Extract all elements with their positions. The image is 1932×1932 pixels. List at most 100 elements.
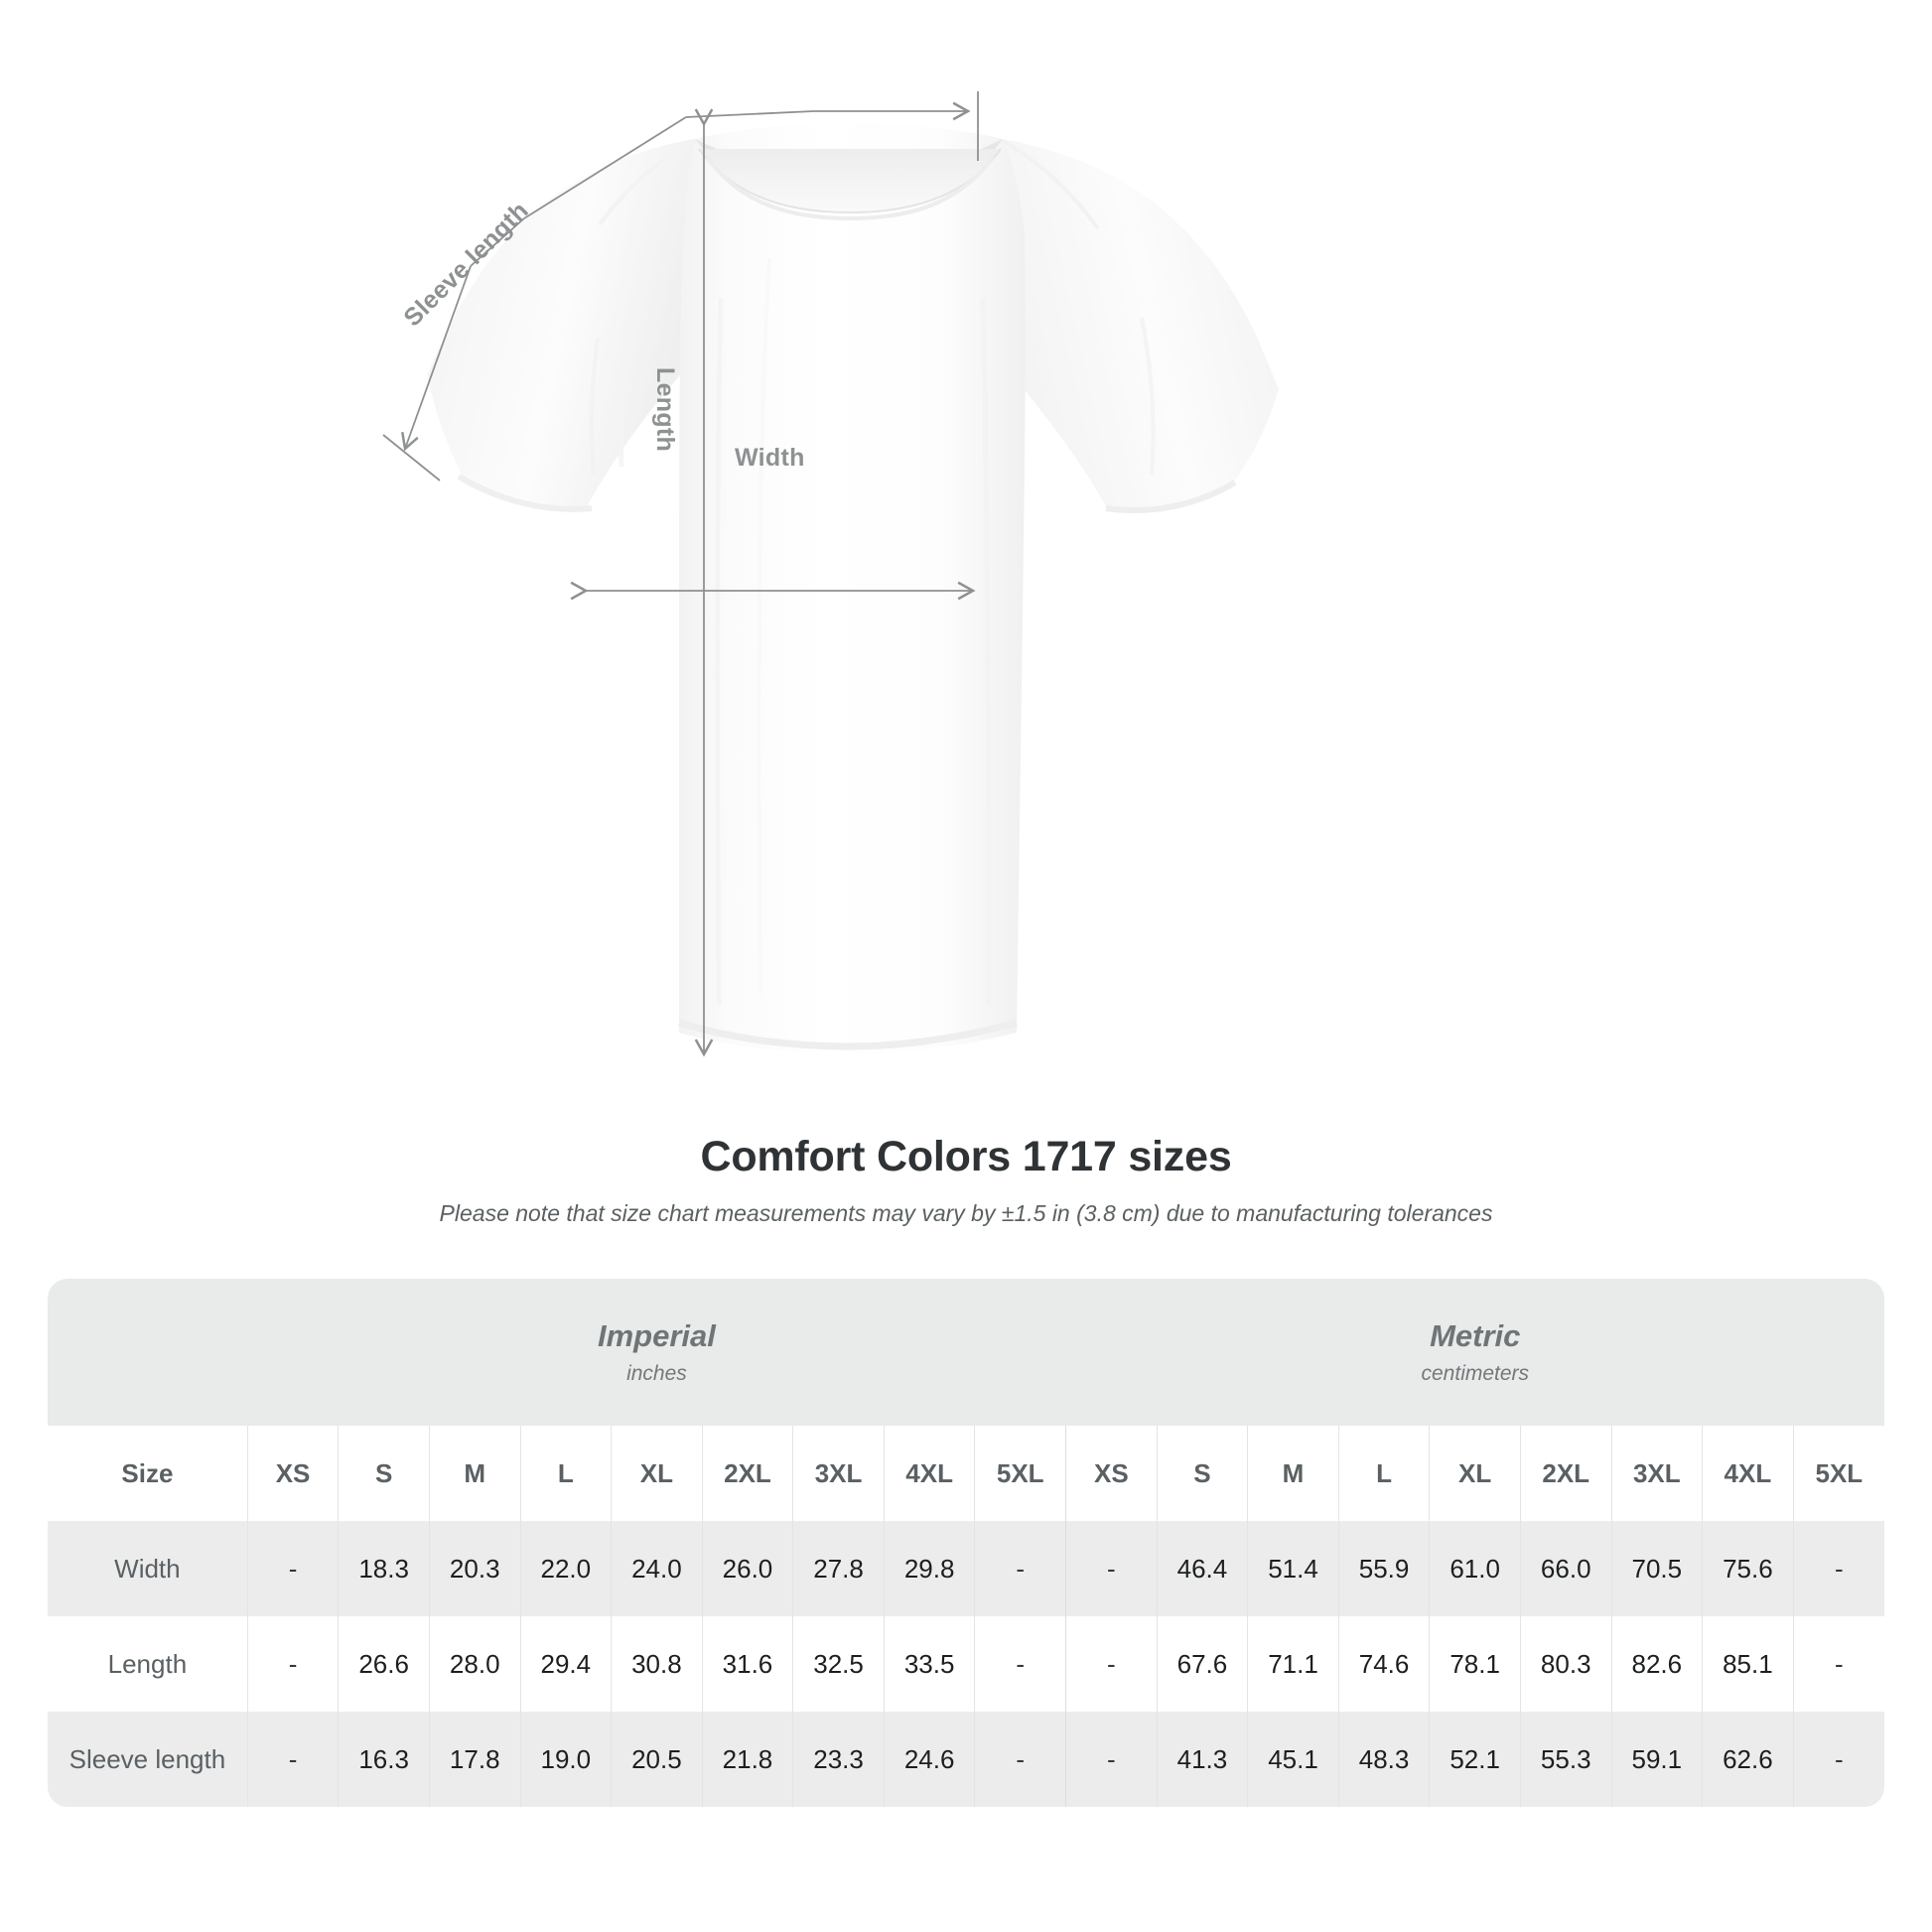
cell-metric-length-xs: - [1065, 1616, 1158, 1712]
size-header-metric-s: S [1156, 1426, 1248, 1521]
cell-imperial-width-m: 20.3 [428, 1521, 521, 1616]
size-header-metric-xs: XS [1065, 1426, 1158, 1521]
cell-imperial-length-3xl: 32.5 [792, 1616, 885, 1712]
cell-metric-sleeve-length-4xl: 62.6 [1702, 1712, 1794, 1807]
cell-imperial-sleeve-length-xs: - [246, 1712, 339, 1807]
unit-header-imperial: Imperial inches [247, 1279, 1066, 1426]
cell-imperial-length-s: 26.6 [338, 1616, 430, 1712]
cell-metric-width-5xl: - [1792, 1521, 1884, 1616]
size-header-metric-3xl: 3XL [1610, 1426, 1703, 1521]
cell-imperial-length-l: 29.4 [519, 1616, 612, 1712]
cell-metric-width-s: 46.4 [1156, 1521, 1248, 1616]
cell-imperial-sleeve-length-m: 17.8 [428, 1712, 521, 1807]
cell-imperial-width-3xl: 27.8 [792, 1521, 885, 1616]
size-header-imperial-l: L [519, 1426, 612, 1521]
measurement-lines [382, 91, 979, 1057]
cell-imperial-length-2xl: 31.6 [701, 1616, 793, 1712]
length-label: Length [651, 367, 679, 453]
table-row: Length -26.6 28.0 29.4 30.8 31.6 32.5 33.5- -67.… [48, 1616, 1884, 1712]
tshirt-measurement-diagram: Sleeve length Length Width [382, 91, 1279, 1057]
sleeve-diag-upper [523, 116, 687, 219]
cell-metric-width-3xl: 70.5 [1610, 1521, 1703, 1616]
sleeve-cuff-tick [382, 434, 441, 482]
cell-metric-width-m: 51.4 [1247, 1521, 1339, 1616]
cell-imperial-sleeve-length-5xl: - [974, 1712, 1066, 1807]
size-header-imperial-5xl: 5XL [974, 1426, 1066, 1521]
cell-metric-length-3xl: 82.6 [1610, 1616, 1703, 1712]
cell-metric-length-l: 74.6 [1337, 1616, 1430, 1712]
sleeve-leader-bend [685, 110, 815, 118]
sleeve-diag-mid [470, 217, 525, 267]
cell-imperial-sleeve-length-l: 19.0 [519, 1712, 612, 1807]
unit-name: Metric [1430, 1318, 1521, 1354]
cell-metric-sleeve-length-m: 45.1 [1247, 1712, 1339, 1807]
cell-imperial-width-xs: - [246, 1521, 339, 1616]
cell-metric-length-4xl: 85.1 [1702, 1616, 1794, 1712]
unit-header-row: Imperial inches Metric centimeters [48, 1279, 1884, 1426]
cell-imperial-width-xl: 24.0 [611, 1521, 703, 1616]
size-header-imperial-2xl: 2XL [701, 1426, 793, 1521]
cell-metric-width-xs: - [1065, 1521, 1158, 1616]
size-header-metric-4xl: 4XL [1702, 1426, 1794, 1521]
cell-metric-sleeve-length-xl: 52.1 [1429, 1712, 1521, 1807]
size-header-imperial-4xl: 4XL [883, 1426, 975, 1521]
row-label-length: Length [48, 1616, 248, 1712]
size-header-metric-m: M [1247, 1426, 1339, 1521]
cell-metric-length-s: 67.6 [1156, 1616, 1248, 1712]
cell-imperial-sleeve-length-2xl: 21.8 [701, 1712, 793, 1807]
unit-name: Imperial [597, 1318, 716, 1354]
cell-metric-width-l: 55.9 [1337, 1521, 1430, 1616]
cell-imperial-length-xl: 30.8 [611, 1616, 703, 1712]
cell-metric-sleeve-length-5xl: - [1792, 1712, 1884, 1807]
cell-metric-length-5xl: - [1792, 1616, 1884, 1712]
row-label-width: Width [48, 1521, 248, 1616]
cell-metric-length-2xl: 80.3 [1519, 1616, 1612, 1712]
size-header-imperial-xs: XS [246, 1426, 339, 1521]
cell-imperial-width-2xl: 26.0 [701, 1521, 793, 1616]
size-chart-table-wrap: Imperial inches Metric centimeters Size XS S M L… [48, 1279, 1884, 1807]
size-header-metric-5xl: 5XL [1792, 1426, 1884, 1521]
unit-subtitle: centimeters [1421, 1361, 1530, 1385]
size-header-metric-l: L [1337, 1426, 1430, 1521]
cell-metric-length-xl: 78.1 [1429, 1616, 1521, 1712]
size-header-metric-2xl: 2XL [1519, 1426, 1612, 1521]
cell-metric-sleeve-length-xs: - [1065, 1712, 1158, 1807]
size-header-imperial-3xl: 3XL [792, 1426, 885, 1521]
size-header-imperial-xl: XL [611, 1426, 703, 1521]
chart-heading-block: Comfort Colors 1717 sizes Please note th… [0, 1132, 1932, 1228]
size-chart-table: Imperial inches Metric centimeters Size XS S M L… [48, 1279, 1884, 1807]
cell-metric-sleeve-length-s: 41.3 [1156, 1712, 1248, 1807]
row-label-sleeve-length: Sleeve length [48, 1712, 248, 1807]
size-header-row: Size XS S M L XL 2XL 3XL 4XL 5XL XS S M L XL 2XL 3XL 4XL 5… [48, 1426, 1884, 1521]
unit-row-spacer [48, 1279, 248, 1426]
cell-imperial-sleeve-length-3xl: 23.3 [792, 1712, 885, 1807]
cell-metric-length-m: 71.1 [1247, 1616, 1339, 1712]
size-header-imperial-m: M [428, 1426, 521, 1521]
cell-metric-sleeve-length-2xl: 55.3 [1519, 1712, 1612, 1807]
cell-metric-sleeve-length-3xl: 59.1 [1610, 1712, 1703, 1807]
size-header-metric-xl: XL [1429, 1426, 1521, 1521]
cell-imperial-sleeve-length-xl: 20.5 [611, 1712, 703, 1807]
cell-imperial-sleeve-length-4xl: 24.6 [883, 1712, 975, 1807]
cell-imperial-sleeve-length-s: 16.3 [338, 1712, 430, 1807]
cell-imperial-length-4xl: 33.5 [883, 1616, 975, 1712]
unit-header-metric: Metric centimeters [1065, 1279, 1884, 1426]
size-header-imperial-s: S [338, 1426, 430, 1521]
width-label: Width [735, 444, 805, 472]
cell-imperial-width-4xl: 29.8 [883, 1521, 975, 1616]
cell-imperial-length-m: 28.0 [428, 1616, 521, 1712]
cell-metric-width-4xl: 75.6 [1702, 1521, 1794, 1616]
cell-imperial-width-l: 22.0 [519, 1521, 612, 1616]
cell-metric-sleeve-length-l: 48.3 [1337, 1712, 1430, 1807]
table-row: Width -18.3 20.3 22.0 24.0 26.0 27.8 29.8- -46.4… [48, 1521, 1884, 1616]
cell-imperial-width-5xl: - [974, 1521, 1066, 1616]
shirt-body-group [427, 123, 1279, 1054]
size-row-label: Size [48, 1426, 248, 1521]
cell-imperial-width-s: 18.3 [338, 1521, 430, 1616]
sleeve-diag-lower [401, 265, 472, 452]
cell-metric-width-2xl: 66.0 [1519, 1521, 1612, 1616]
table-row: Sleeve length -16.3 17.8 19.0 20.5 21.8 23.3 24… [48, 1712, 1884, 1807]
tshirt-illustration [382, 91, 1279, 1057]
cell-imperial-length-5xl: - [974, 1616, 1066, 1712]
unit-subtitle: inches [626, 1361, 687, 1385]
